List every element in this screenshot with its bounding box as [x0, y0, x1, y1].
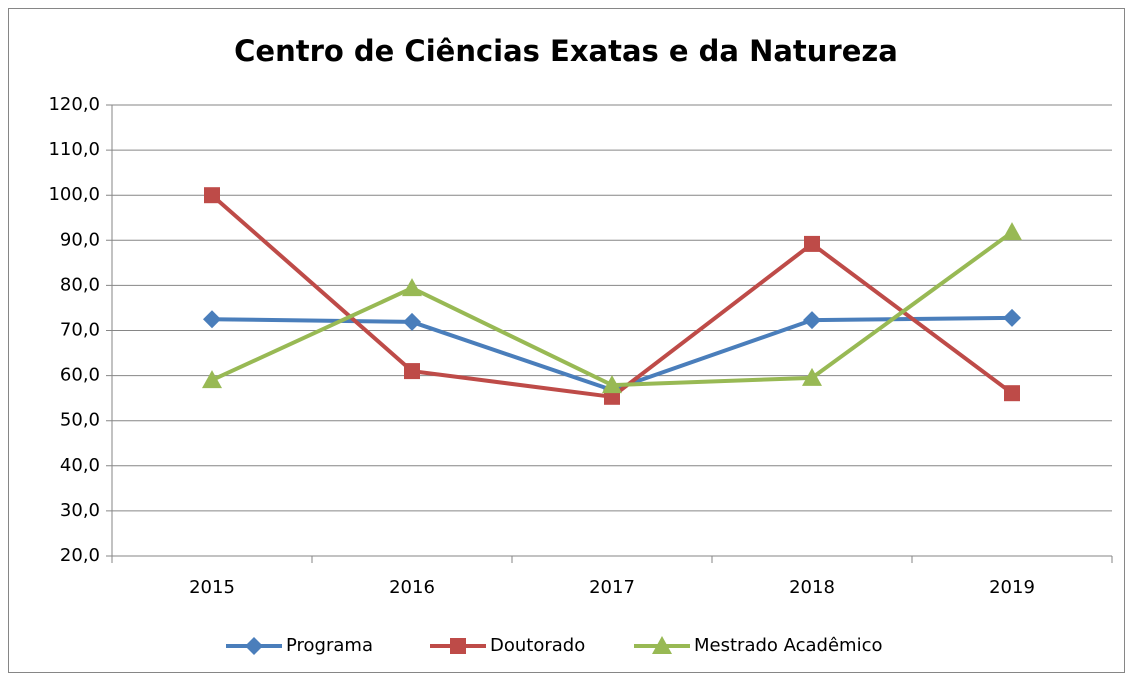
marker — [1002, 222, 1022, 241]
legend-label: Mestrado Acadêmico — [694, 635, 883, 656]
legend-marker — [652, 636, 672, 654]
marker — [602, 375, 622, 394]
legend-marker — [450, 638, 466, 654]
marker — [804, 235, 820, 252]
marker — [203, 310, 221, 329]
marker — [802, 367, 822, 386]
marker — [402, 278, 422, 297]
y-tick-label: 110,0 — [48, 139, 100, 160]
legend-marker — [245, 637, 263, 655]
y-tick-label: 20,0 — [60, 545, 100, 566]
y-tick-label: 60,0 — [60, 365, 100, 386]
legend-label: Programa — [286, 635, 373, 656]
y-tick-label: 70,0 — [60, 320, 100, 341]
marker — [1003, 308, 1021, 327]
y-tick-label: 120,0 — [48, 94, 100, 115]
legend-label: Doutorado — [490, 635, 585, 656]
chart-title: Centro de Ciências Exatas e da Natureza — [234, 34, 898, 68]
x-tick-label: 2019 — [989, 577, 1035, 598]
x-tick-label: 2018 — [789, 577, 835, 598]
marker — [202, 370, 222, 389]
y-tick-label: 30,0 — [60, 500, 100, 521]
marker — [803, 311, 821, 330]
marker — [204, 187, 220, 204]
x-tick-label: 2015 — [189, 577, 235, 598]
y-tick-label: 50,0 — [60, 410, 100, 431]
y-tick-label: 40,0 — [60, 455, 100, 476]
marker — [1004, 385, 1020, 402]
y-tick-label: 90,0 — [60, 229, 100, 250]
chart-border — [8, 8, 1125, 673]
marker — [404, 363, 420, 380]
marker — [403, 312, 421, 331]
x-tick-label: 2017 — [589, 577, 635, 598]
y-tick-label: 80,0 — [60, 274, 100, 295]
x-tick-label: 2016 — [389, 577, 435, 598]
y-tick-label: 100,0 — [48, 184, 100, 205]
